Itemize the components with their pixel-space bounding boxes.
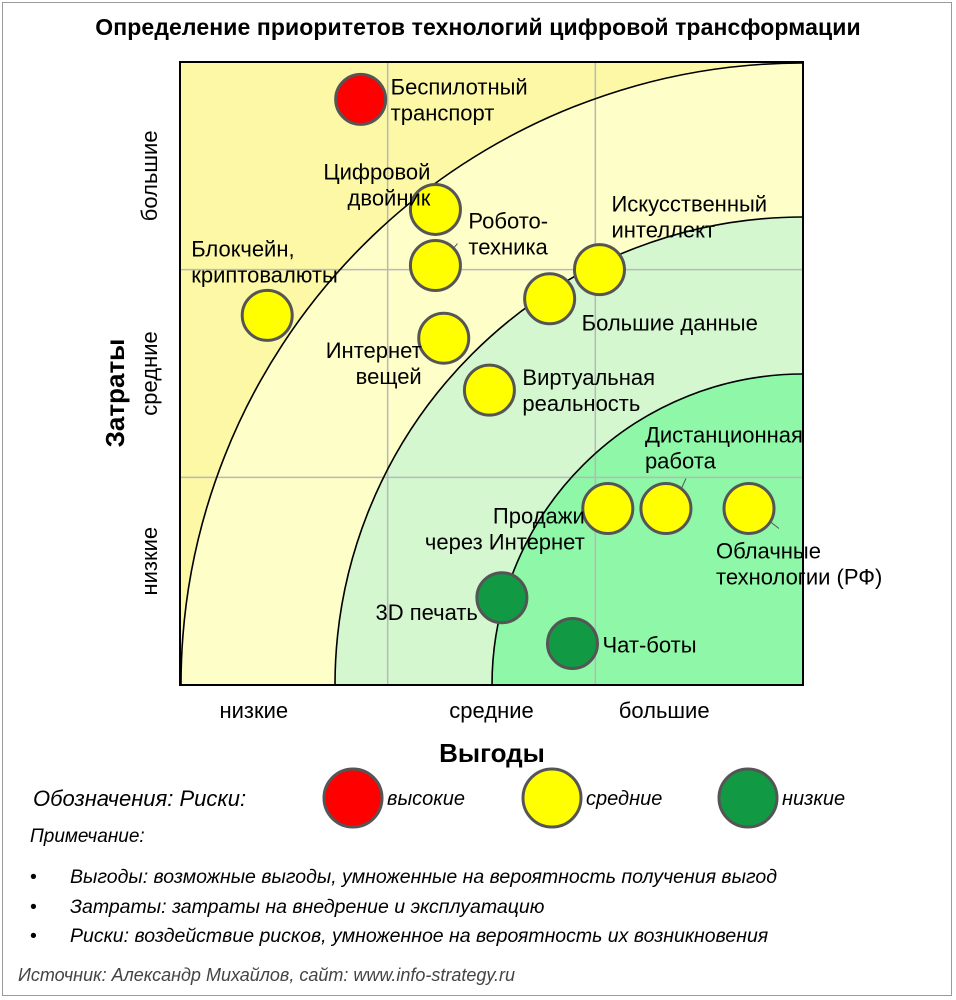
legend-label: средние: [586, 788, 662, 810]
point-high-risk: [334, 72, 388, 126]
bullet-icon: •: [30, 925, 37, 947]
point-label: Беспилотный: [391, 74, 528, 99]
point-label: криптовалюты: [191, 262, 338, 287]
point-medium-risk: [581, 481, 635, 535]
point-medium-risk: [240, 288, 294, 342]
note-text-costs: Затраты: затраты на внедрение и эксплуат…: [70, 896, 545, 918]
note-text-risks: Риски: воздействие рисков, умноженное на…: [70, 925, 769, 947]
x-tick-label: большие: [619, 698, 710, 723]
point-medium-risk: [523, 272, 577, 326]
zone-boundary-arc: [334, 216, 804, 686]
x-axis-title: Выгоды: [439, 738, 545, 768]
point-label: Чат-боты: [602, 632, 696, 657]
point-low-risk: [475, 571, 529, 625]
point-label: интеллект: [611, 218, 715, 243]
y-tick-label: низкие: [137, 527, 162, 596]
point-label: двойник: [348, 185, 431, 210]
legend-title: Обозначения: Риски:: [33, 786, 246, 811]
point-label: Блокчейн,: [191, 236, 294, 261]
legend-medium-risk-marker: [521, 767, 583, 829]
point-label: Виртуальная: [522, 365, 655, 390]
point-label: Продажи: [493, 503, 585, 528]
y-axis-title: Затраты: [100, 339, 130, 448]
chart-title: Определение приоритетов технологий цифро…: [95, 14, 861, 40]
point-label: Робото-: [468, 209, 548, 234]
point-label: работа: [645, 448, 717, 473]
y-tick-label: большие: [137, 130, 162, 221]
legend-high-risk-marker: [322, 767, 384, 829]
point-label: реальность: [522, 391, 640, 416]
point-label: технологии (РФ): [716, 564, 882, 589]
legend-label: высокие: [387, 788, 465, 810]
point-label: Интернет: [326, 338, 422, 363]
point-medium-risk: [462, 363, 516, 417]
point-label: Дистанционная: [645, 422, 803, 447]
point-medium-risk: [722, 481, 776, 535]
point-label: 3D печать: [375, 600, 477, 625]
note-text-benefits: Выгоды: возможные выгоды, умноженные на …: [70, 866, 777, 888]
point-medium-risk: [417, 311, 471, 365]
point-label: Большие данные: [582, 311, 758, 336]
zone-boundary-arc: [180, 62, 804, 686]
zone-top-priority: [492, 374, 803, 685]
legend-low-risk-marker: [717, 767, 779, 829]
point-label: вещей: [356, 364, 422, 389]
y-tick-label: средние: [137, 331, 162, 416]
note-item: • Выгоды: возможные выгоды, умноженные на…: [30, 866, 777, 889]
point-label: Цифровой: [323, 159, 430, 184]
x-tick-label: средние: [449, 698, 534, 723]
notes-heading: Примечание:: [30, 826, 145, 847]
x-tick-label: низкие: [219, 698, 288, 723]
point-label: через Интернет: [425, 529, 585, 554]
point-label: транспорт: [391, 100, 495, 125]
plot-border: [179, 61, 804, 686]
point-label: Облачные: [716, 538, 821, 563]
bullet-icon: •: [30, 866, 37, 888]
point-label: техника: [468, 235, 548, 260]
bullet-icon: •: [30, 896, 37, 918]
point-label: Искусственный: [611, 192, 767, 217]
legend-label: низкие: [782, 788, 845, 810]
chart-svg: низкие средние большие низкие средние большие…: [33, 61, 882, 829]
note-item: • Риски: воздействие рисков, умноженное н…: [30, 925, 768, 948]
point-medium-risk: [572, 243, 626, 297]
source-text: Источник: Александр Михайлов, сайт: www.…: [18, 965, 516, 985]
point-low-risk: [545, 616, 599, 670]
point-medium-risk: [408, 239, 462, 293]
point-medium-risk: [639, 481, 693, 535]
point-medium-risk: [408, 182, 462, 236]
note-item: • Затраты: затраты на внедрение и эксплуа…: [30, 896, 544, 919]
